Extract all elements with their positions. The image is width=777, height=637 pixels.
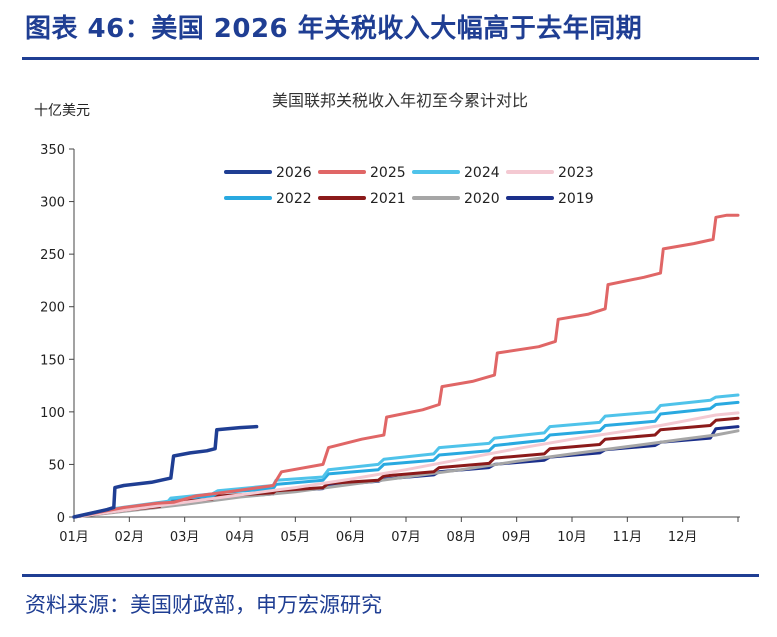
chart-title: 美国联邦关税收入年初至今累计对比 (272, 91, 528, 110)
series-line-2023 (72, 411, 740, 519)
series-line-2026 (72, 424, 259, 519)
y-tick-label: 100 (40, 406, 65, 421)
footer-rule (22, 574, 759, 577)
x-tick-label: 05月 (281, 530, 311, 545)
y-tick-label: 350 (40, 143, 65, 158)
legend-label-2024: 2024 (464, 165, 500, 181)
y-tick-label: 200 (40, 301, 65, 316)
title-rule (22, 57, 759, 60)
legend-label-2019: 2019 (558, 191, 594, 207)
legend-label-2021: 2021 (370, 191, 406, 207)
y-tick-label: 150 (40, 353, 65, 368)
series-lines (72, 213, 740, 519)
x-tick-label: 10月 (557, 530, 587, 545)
legend-label-2023: 2023 (558, 165, 594, 181)
y-axis-unit-label: 十亿美元 (34, 103, 90, 119)
y-tick-label: 50 (48, 458, 65, 473)
x-tick-label: 11月 (613, 530, 643, 545)
y-tick-label: 250 (40, 248, 65, 263)
x-tick-label: 04月 (225, 530, 255, 545)
figure-title: 图表 46：美国 2026 年关税收入大幅高于去年同期 (25, 14, 643, 44)
series-line-2024 (72, 393, 740, 519)
x-tick-label: 02月 (115, 530, 145, 545)
series-line-2020 (72, 429, 740, 519)
x-tick-label: 03月 (170, 530, 200, 545)
x-tick-label: 07月 (391, 530, 421, 545)
series-line-2025 (72, 213, 740, 519)
source-note: 资料来源：美国财政部，申万宏源研究 (25, 593, 382, 617)
x-tick-label: 06月 (336, 530, 366, 545)
legend-label-2026: 2026 (276, 165, 312, 181)
x-tick-label: 01月 (59, 530, 89, 545)
y-tick-label: 0 (57, 511, 65, 526)
legend-label-2022: 2022 (276, 191, 312, 207)
axes: 0 50 100 150 200 250 300 350 01月 02月 03月 04月 05月 06月 0… (40, 143, 740, 545)
x-tick-label: 08月 (447, 530, 477, 545)
legend-label-2020: 2020 (464, 191, 500, 207)
legend: 2026 2025 2024 2023 2022 2021 2020 2019 (224, 165, 594, 207)
legend-label-2025: 2025 (370, 165, 406, 181)
y-tick-label: 300 (40, 196, 65, 211)
x-tick-label: 09月 (502, 530, 532, 545)
x-tick-label: 12月 (668, 530, 698, 545)
